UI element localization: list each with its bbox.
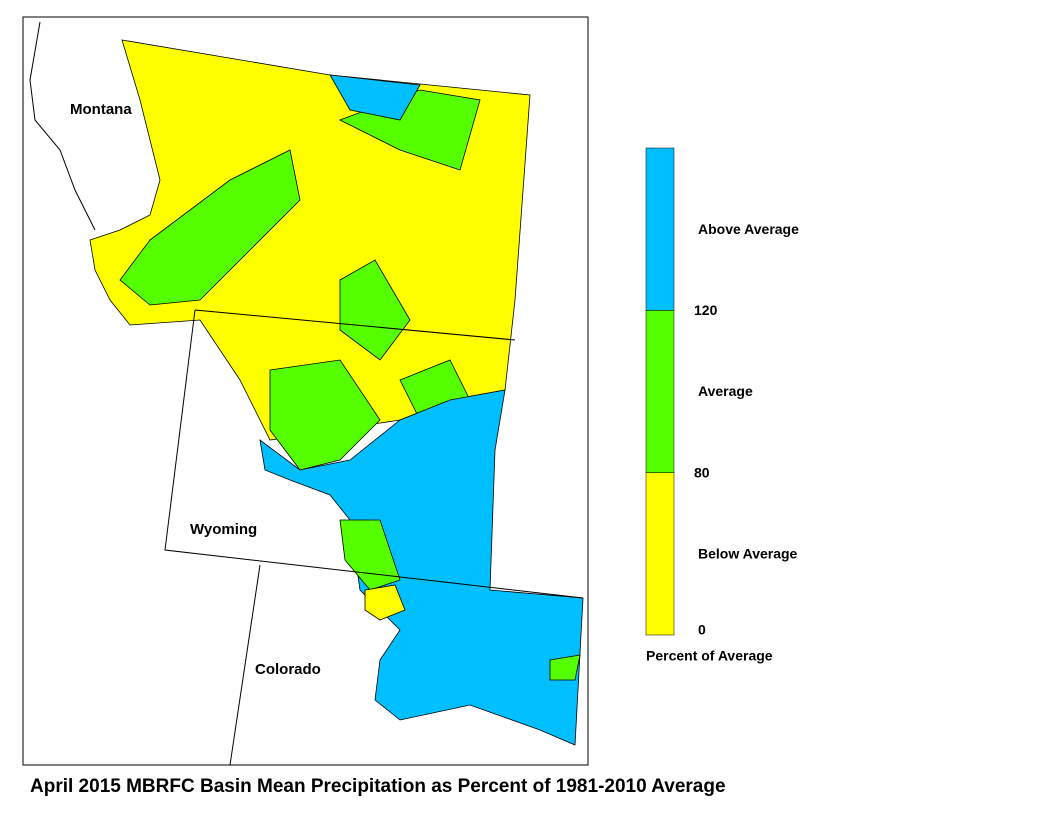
state-label: Wyoming [190,521,257,538]
legend-class-label: Above Average [698,221,799,237]
legend-tick-label: 80 [694,464,710,480]
basins [89,39,584,746]
legend-tick-label: 0 [698,622,706,638]
legend-swatch [645,310,675,473]
basin-area [339,259,411,361]
basin-area [119,149,301,306]
basin-area [329,74,421,121]
state-label: Colorado [255,661,321,678]
state-label: Montana [70,101,132,118]
legend-swatch [645,147,675,311]
legend-class-label: Average [698,383,753,399]
legend: Below Average Average Above Average 0 80 120 [645,147,799,638]
legend-swatch [645,472,675,636]
basin-area [549,654,581,681]
basin-area [339,519,401,591]
legend-class-label: Below Average [698,546,798,562]
legend-title: Percent of Average [646,648,773,664]
legend-tick-label: 120 [694,302,718,318]
basin-area [269,359,381,471]
state-borders [29,21,584,766]
map-title: April 2015 MBRFC Basin Mean Precipitatio… [30,776,726,797]
basin-area [364,584,406,621]
